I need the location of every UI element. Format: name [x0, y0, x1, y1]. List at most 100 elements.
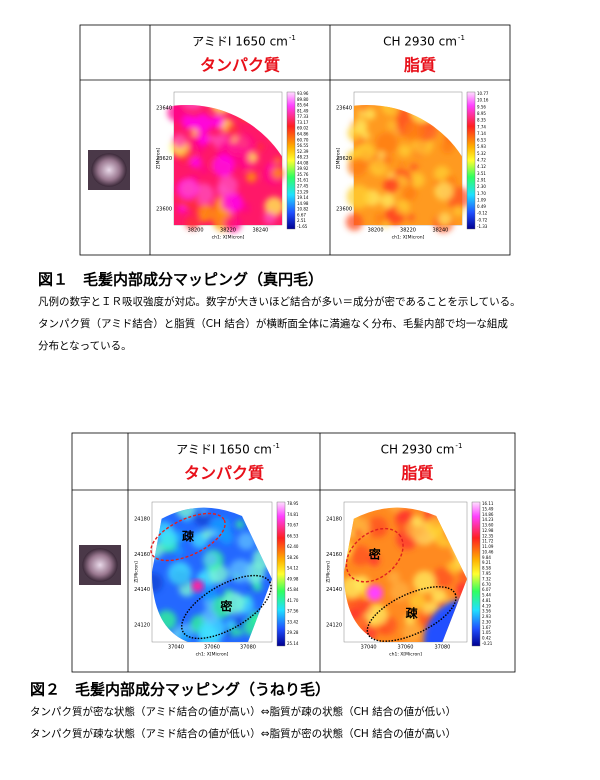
heatmap-blob [253, 582, 262, 592]
table-frame [79, 24, 511, 256]
column-label-sup: -1 [458, 34, 465, 42]
legend-bar [466, 91, 476, 230]
legend-label: 56.55 [297, 143, 309, 148]
heatmap-blob [395, 199, 410, 214]
y-tick-label: 24120 [134, 623, 150, 629]
legend-label: 8.58 [482, 566, 491, 571]
heatmap-blob [404, 614, 416, 626]
y-tick-label: 23620 [336, 156, 352, 162]
heatmap-blob [380, 193, 395, 208]
heatmap-blob [347, 157, 367, 177]
legend-label: 15.49 [482, 506, 494, 511]
legend-label: 12.98 [482, 528, 494, 533]
legend-label: 4.81 [482, 598, 491, 603]
legend-label: 4.12 [477, 164, 486, 169]
heatmap-blob [234, 134, 255, 154]
legend-label: 85.64 [297, 103, 309, 108]
heatmap-blob [404, 120, 425, 142]
legend-label: 12.35 [482, 533, 494, 538]
heatmap-blob [411, 515, 423, 527]
column-name: 脂質 [404, 56, 436, 75]
heatmap-blob [409, 163, 419, 172]
hair-photo-section [82, 548, 118, 582]
legend-label: 2.51 [297, 218, 306, 223]
heatmap-blob [248, 582, 255, 590]
heatmap-blob [197, 133, 210, 145]
heatmap-blob [390, 581, 411, 602]
figure-note: タンパク質が密な状態（アミド結合の値が高い）⇔脂質が疎の状態（CH 結合の値が低… [30, 705, 456, 718]
heatmap-blob [211, 115, 225, 129]
legend-label: 23.29 [297, 189, 309, 194]
heatmap-blob [178, 205, 187, 213]
x-tick-label: 38240 [432, 228, 448, 234]
legend-label: 31.61 [297, 178, 309, 183]
heatmap-blob [398, 144, 412, 158]
legend-label: 1.67 [482, 625, 491, 630]
heatmap-blob [447, 560, 460, 574]
legend-label: 73.17 [297, 120, 309, 125]
legend-label: 77.33 [297, 114, 309, 119]
heatmap-blob [382, 221, 389, 228]
legend-label: 89.80 [297, 97, 309, 102]
legend-label: 7.95 [482, 571, 491, 576]
heatmap-blob [387, 571, 400, 584]
legend-label: 69.02 [297, 126, 309, 131]
heatmap-blob [366, 585, 383, 601]
heatmap-blob [453, 205, 464, 216]
y-tick-label: 23640 [156, 105, 172, 111]
legend-label: 9.21 [482, 560, 491, 565]
legend-label: 39.92 [297, 166, 309, 171]
x-axis-label: ch1: X[Micron] [392, 235, 425, 241]
legend-label: 62.40 [287, 544, 299, 549]
heatmap-blob [217, 175, 238, 196]
heatmap-blob [189, 156, 202, 169]
heatmap-blob [198, 204, 216, 222]
heatmap-blob [387, 172, 396, 180]
legend-label: 6.07 [482, 587, 491, 592]
heatmap-blob [345, 213, 364, 231]
legend-label: 14.86 [482, 512, 494, 517]
heatmap-blob [355, 616, 370, 631]
legend-label: 1.09 [477, 197, 486, 202]
heatmap-blob [190, 129, 198, 136]
y-tick-label: 23620 [156, 156, 172, 162]
y-tick-label: 24140 [326, 587, 342, 593]
legend-label: 41.70 [287, 598, 299, 603]
heatmap-blob [383, 177, 400, 194]
column-label: CH 2930 cm [383, 35, 457, 49]
legend-label: 29.28 [287, 630, 299, 635]
heatmap-blob [191, 580, 204, 592]
heatmap-blob [264, 196, 284, 217]
y-tick-label: 24140 [134, 587, 150, 593]
legend-label: 6.70 [482, 582, 491, 587]
heatmap-blob [228, 559, 252, 583]
x-tick-label: 37080 [434, 645, 450, 651]
legend-label: 5.32 [477, 151, 486, 156]
heatmap-blob [458, 568, 467, 581]
legend-label: 60.70 [297, 137, 309, 142]
heatmap-blob [225, 123, 239, 136]
heatmap-blob [366, 516, 389, 538]
legend-label: 45.84 [287, 587, 299, 592]
heatmap-blob [221, 191, 243, 214]
heatmap-blob [180, 179, 197, 197]
heatmap-blob [408, 592, 426, 610]
x-tick-label: 38200 [188, 228, 204, 234]
legend-label: 44.08 [297, 160, 309, 165]
heatmap-blob [409, 172, 425, 188]
legend-label: 1.05 [482, 630, 491, 635]
heatmap-blob [374, 213, 386, 224]
heatmap-blob [222, 591, 245, 615]
heatmap-blob [369, 158, 387, 176]
legend-label: 9.84 [482, 555, 491, 560]
legend-label: -1.65 [297, 224, 308, 229]
legend-label: 9.56 [477, 104, 486, 109]
legend-label: 4.72 [477, 158, 486, 163]
x-tick-label: 37040 [361, 645, 377, 651]
legend-label: 2.93 [482, 614, 491, 619]
column-name: タンパク質 [200, 56, 280, 75]
legend-label: 25.14 [287, 641, 299, 646]
heatmap-blob [407, 213, 415, 222]
legend-label: 74.81 [287, 512, 299, 517]
heatmap-blobs [152, 507, 272, 642]
